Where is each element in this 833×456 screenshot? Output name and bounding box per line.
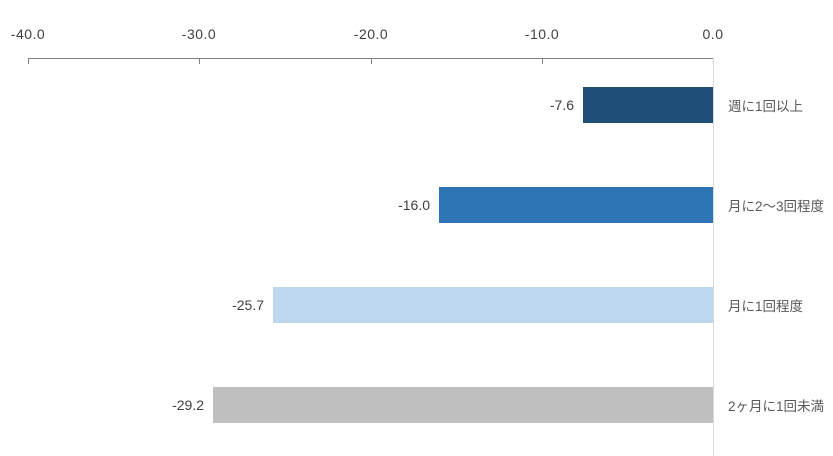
x-axis-tick bbox=[28, 58, 29, 64]
bar-1 bbox=[583, 87, 713, 123]
category-label: 月に1回程度 bbox=[728, 299, 804, 314]
value-label: -7.6 bbox=[549, 97, 574, 113]
x-axis-tick bbox=[371, 58, 372, 64]
x-axis-tick bbox=[199, 58, 200, 64]
x-axis-tick-label: -40.0 bbox=[10, 26, 46, 42]
category-label: 月に2～3回程度 bbox=[728, 199, 825, 214]
zero-gridline bbox=[713, 58, 714, 456]
x-axis-tick-label: -30.0 bbox=[181, 26, 217, 42]
x-axis-tick-label: -20.0 bbox=[353, 26, 389, 42]
bar-4 bbox=[213, 387, 713, 423]
x-axis-tick-label: 0.0 bbox=[702, 26, 724, 42]
value-label: -25.7 bbox=[232, 297, 264, 313]
bar-2 bbox=[439, 187, 713, 223]
category-label: 2ヶ月に1回未満 bbox=[728, 399, 825, 414]
value-label: -16.0 bbox=[398, 197, 430, 213]
x-axis-tick bbox=[542, 58, 543, 64]
x-axis-tick-label: -10.0 bbox=[524, 26, 560, 42]
value-label: -29.2 bbox=[172, 397, 204, 413]
bar-3 bbox=[273, 287, 713, 323]
category-label: 週に1回以上 bbox=[728, 99, 804, 114]
